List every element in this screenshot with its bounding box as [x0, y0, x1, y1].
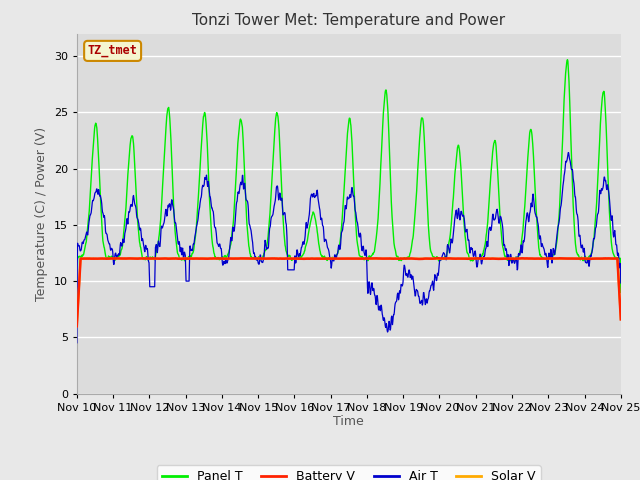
X-axis label: Time: Time: [333, 415, 364, 429]
Title: Tonzi Tower Met: Temperature and Power: Tonzi Tower Met: Temperature and Power: [192, 13, 506, 28]
Text: TZ_tmet: TZ_tmet: [88, 44, 138, 58]
Legend: Panel T, Battery V, Air T, Solar V: Panel T, Battery V, Air T, Solar V: [157, 465, 541, 480]
Y-axis label: Temperature (C) / Power (V): Temperature (C) / Power (V): [35, 127, 48, 300]
